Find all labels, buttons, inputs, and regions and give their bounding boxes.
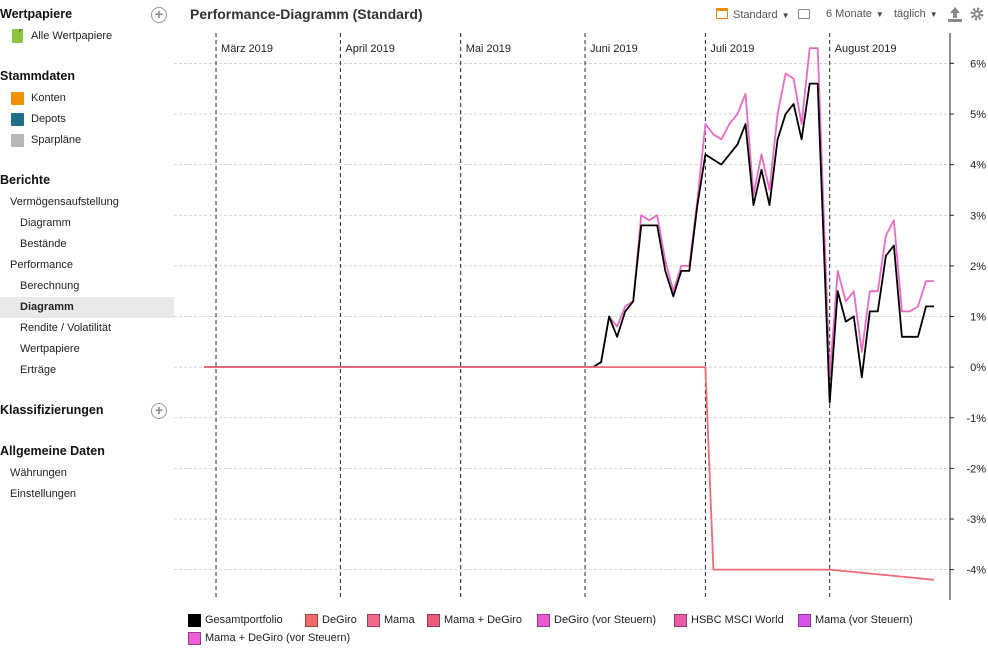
- main-panel: Performance-Diagramm (Standard) Standard…: [174, 0, 988, 652]
- sidebar-item-vermogensaufstellung[interactable]: Vermögensaufstellung: [0, 192, 174, 213]
- x-tick-label: April 2019: [345, 43, 395, 55]
- legend-label: Mama + DeGiro (vor Steuern): [205, 632, 351, 644]
- calendar-icon: [716, 8, 728, 19]
- sidebar-item-label: Erträge: [20, 364, 57, 376]
- sidebar-item-label: Konten: [31, 92, 66, 104]
- sidebar-item-einstellungen[interactable]: Einstellungen: [0, 484, 174, 505]
- legend-label: HSBC MSCI World: [691, 614, 784, 626]
- sidebar-item-label: Depots: [31, 113, 66, 125]
- sidebar-item-label: Wertpapiere: [20, 343, 80, 355]
- gear-icon[interactable]: [969, 6, 985, 22]
- sidebar-item-depots[interactable]: Depots: [0, 109, 174, 130]
- interval-dropdown-label: täglich: [894, 8, 926, 20]
- y-tick-label: 2%: [970, 261, 986, 273]
- portfolio-icon: [11, 113, 24, 126]
- legend-swatch: [367, 614, 380, 627]
- view-dropdown-label: Standard: [733, 9, 778, 21]
- chevron-down-icon: ▼: [929, 10, 938, 19]
- sidebar-item-ertrage[interactable]: Erträge: [0, 360, 174, 381]
- legend-label: Gesamtportfolio: [205, 614, 283, 626]
- legend-label: DeGiro: [322, 614, 357, 626]
- add-icon[interactable]: +: [151, 403, 167, 419]
- x-tick-label: Mai 2019: [466, 43, 511, 55]
- legend-label: DeGiro (vor Steuern): [554, 614, 657, 626]
- series-line: [204, 366, 935, 581]
- series-line: [204, 82, 934, 404]
- legend-swatch: [427, 614, 440, 627]
- section-klassifizierungen[interactable]: Klassifizierungen +: [0, 401, 174, 422]
- legend-swatch: [188, 614, 201, 627]
- section-title: Berichte: [0, 173, 51, 187]
- sidebar-item-label: Performance: [10, 259, 73, 271]
- interval-dropdown[interactable]: täglich ▼: [894, 8, 938, 20]
- series-line: [204, 47, 934, 379]
- savings-plan-icon: [11, 134, 24, 147]
- chevron-down-icon: ▼: [781, 11, 790, 20]
- x-tick-label: März 2019: [221, 43, 273, 55]
- add-icon[interactable]: +: [151, 7, 167, 23]
- period-dropdown-label: 6 Monate: [826, 8, 872, 20]
- sidebar-item-alle-wertpapiere[interactable]: Alle Wertpapiere: [0, 26, 174, 47]
- y-tick-label: 5%: [970, 109, 986, 121]
- performance-chart: 6% 5% 4% 3% 2% 1% 0% -1% -2% -3% -4% März 2019 April…: [174, 33, 986, 600]
- legend-swatch: [674, 614, 687, 627]
- sidebar-item-berechnung[interactable]: Berechnung: [0, 276, 174, 297]
- y-tick-label: 6%: [970, 58, 986, 70]
- sidebar-item-wertpapiere[interactable]: Wertpapiere: [0, 339, 174, 360]
- legend-label: Mama + DeGiro: [444, 614, 522, 626]
- export-icon[interactable]: [947, 6, 963, 23]
- sidebar-item-label: Bestände: [20, 238, 67, 250]
- account-icon: [11, 92, 24, 105]
- x-tick-label: Juli 2019: [710, 43, 754, 55]
- section-title: Allgemeine Daten: [0, 444, 105, 458]
- section-berichte[interactable]: Berichte: [0, 171, 174, 192]
- sidebar-item-diagramm[interactable]: Diagramm: [0, 297, 174, 318]
- sidebar-item-rendite-volatilitat[interactable]: Rendite / Volatilität: [0, 318, 174, 339]
- sidebar-item-konten[interactable]: Konten: [0, 88, 174, 109]
- sidebar-item-label: Einstellungen: [10, 488, 77, 500]
- sidebar-item-label: Sparpläne: [31, 134, 82, 146]
- sidebar-item-performance[interactable]: Performance: [0, 255, 174, 276]
- section-title: Klassifizierungen: [0, 403, 104, 417]
- section-allgemeine-daten[interactable]: Allgemeine Daten: [0, 442, 174, 463]
- section-stammdaten[interactable]: Stammdaten: [0, 67, 174, 88]
- sidebar-item-label: Alle Wertpapiere: [31, 30, 113, 42]
- legend-label: Mama: [384, 614, 415, 626]
- sidebar: Wertpapiere + Alle Wertpapiere Stammdaten Ko…: [0, 0, 174, 652]
- y-tick-label: 3%: [970, 210, 986, 222]
- section-wertpapiere[interactable]: Wertpapiere +: [0, 5, 174, 26]
- section-title: Wertpapiere: [0, 7, 73, 21]
- y-tick-label: -1%: [966, 413, 986, 425]
- sidebar-item-label: Diagramm: [20, 217, 71, 229]
- legend-swatch: [305, 614, 318, 627]
- legend-label: Mama (vor Steuern): [815, 614, 913, 626]
- sidebar-item-label: Vermögensaufstellung: [10, 196, 119, 208]
- export-image-icon[interactable]: [798, 9, 810, 19]
- y-tick-label: -2%: [966, 463, 986, 475]
- sidebar-item-label: Rendite / Volatilität: [20, 322, 112, 334]
- x-tick-label: August 2019: [835, 43, 897, 55]
- y-tick-label: 1%: [970, 312, 986, 324]
- page-title: Performance-Diagramm (Standard): [190, 6, 423, 22]
- sidebar-item-sparplane[interactable]: Sparpläne: [0, 130, 174, 151]
- x-tick-label: Juni 2019: [590, 43, 638, 55]
- chevron-down-icon: ▼: [875, 10, 884, 19]
- sidebar-item-label: Währungen: [10, 467, 67, 479]
- sidebar-item-diagramm[interactable]: Diagramm: [0, 213, 174, 234]
- legend-swatch: [188, 632, 201, 645]
- period-dropdown[interactable]: 6 Monate ▼: [826, 8, 884, 20]
- y-tick-label: 4%: [970, 160, 986, 172]
- section-title: Stammdaten: [0, 69, 76, 83]
- view-dropdown[interactable]: Standard ▼: [716, 8, 790, 21]
- document-icon: [12, 29, 23, 43]
- sidebar-item-wahrungen[interactable]: Währungen: [0, 463, 174, 484]
- legend-swatch: [798, 614, 811, 627]
- sidebar-item-label: Diagramm: [20, 301, 74, 313]
- sidebar-item-label: Berechnung: [20, 280, 80, 292]
- y-tick-label: -4%: [966, 565, 986, 577]
- y-tick-label: 0%: [970, 362, 986, 374]
- legend-swatch: [537, 614, 550, 627]
- sidebar-item-bestande[interactable]: Bestände: [0, 234, 174, 255]
- y-tick-label: -3%: [966, 514, 986, 526]
